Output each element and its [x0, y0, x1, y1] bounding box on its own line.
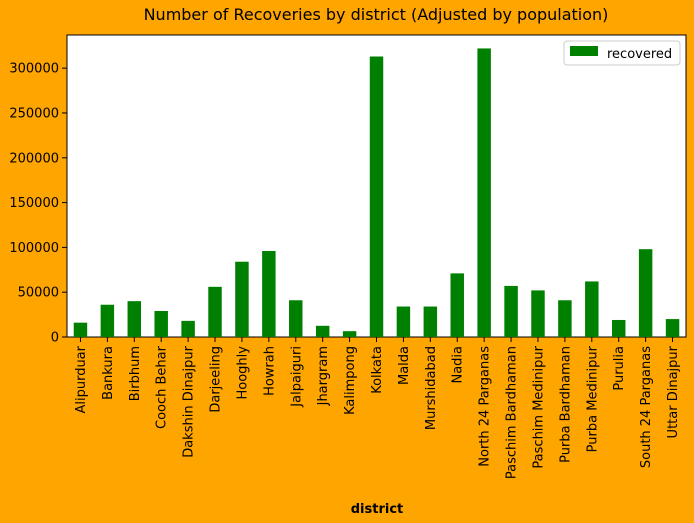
x-tick-label: Purba Medinipur [585, 345, 600, 452]
x-tick-label: Jalpaiguri [289, 346, 304, 408]
x-tick-label: Murshidabad [424, 346, 439, 430]
x-tick-label: Dakshin Dinajpur [182, 345, 197, 457]
bar-south-24-parganas [638, 249, 653, 337]
x-tick-label: Paschim Bardhaman [505, 346, 520, 479]
x-tick-label: Purba Bardhaman [558, 346, 573, 463]
x-tick-label: Nadia [451, 346, 466, 384]
bar-jhargram [315, 325, 330, 337]
bar-purba-medinipur [585, 281, 599, 337]
x-tick-label: Purulia [612, 346, 627, 391]
y-axis: 0 50000 100000 150000 200000 250000 300000 [9, 62, 67, 346]
x-tick-label: Darjeeling [209, 346, 224, 413]
y-tick-label: 100000 [9, 241, 59, 256]
bar-jalpaiguri [289, 300, 303, 337]
bar-malda [396, 306, 411, 337]
bar-paschim-bardhaman [504, 285, 518, 337]
y-tick-label: 200000 [9, 151, 59, 166]
bar-paschim-medinipur [531, 290, 545, 337]
legend: recovered [563, 40, 681, 66]
x-tick-label: Uttar Dinajpur [666, 345, 681, 438]
bar-kolkata [369, 56, 384, 337]
x-tick-label: North 24 Parganas [478, 346, 493, 467]
x-tick-label: Bankura [101, 346, 116, 400]
bar-north-24-parganas [477, 48, 491, 337]
bar-darjeeling [208, 286, 222, 337]
x-tick-label: Kalimpong [343, 346, 358, 415]
bar-uttar-dinajpur [665, 319, 680, 337]
x-tick-label: Howrah [262, 346, 277, 396]
x-axis: Alipurduar Bankura Birbhum Cooch Behar Daksh… [74, 337, 681, 479]
bar-birbhum [127, 301, 142, 337]
bar-howrah [262, 250, 276, 337]
bar-kalimpong [342, 331, 357, 337]
bar-hooghly [235, 261, 249, 337]
x-tick-label: Kolkata [370, 346, 385, 394]
y-tick-label: 50000 [18, 286, 59, 301]
bars-group [73, 48, 680, 337]
x-tick-label: Birbhum [128, 346, 143, 401]
x-tick-label: South 24 Parganas [639, 346, 654, 468]
x-tick-label: Cooch Behar [155, 345, 170, 429]
y-tick-label: 300000 [9, 62, 59, 77]
x-tick-label: Alipurduar [74, 345, 89, 413]
chart-title: Number of Recoveries by district (Adjust… [144, 5, 609, 24]
x-tick-label: Malda [397, 346, 412, 385]
bar-cooch-behar [154, 311, 168, 337]
bar-dakshin-dinajpur [181, 320, 195, 337]
x-tick-label: Jhargram [316, 346, 331, 406]
y-tick-label: 250000 [9, 106, 59, 121]
y-tick-label: 0 [51, 331, 59, 346]
x-tick-label: Hooghly [235, 346, 250, 400]
bar-purulia [611, 319, 626, 337]
y-tick-label: 150000 [9, 196, 59, 211]
bar-nadia [450, 273, 464, 337]
bar-murshidabad [423, 306, 438, 337]
x-axis-label: district [351, 502, 404, 517]
bar-alipurduar [73, 322, 88, 337]
legend-swatch [570, 46, 598, 56]
x-tick-label: Paschim Medinipur [531, 345, 546, 468]
bar-bankura [100, 304, 115, 337]
legend-label: recovered [607, 47, 672, 62]
bar-purba-bardhaman [558, 300, 572, 337]
